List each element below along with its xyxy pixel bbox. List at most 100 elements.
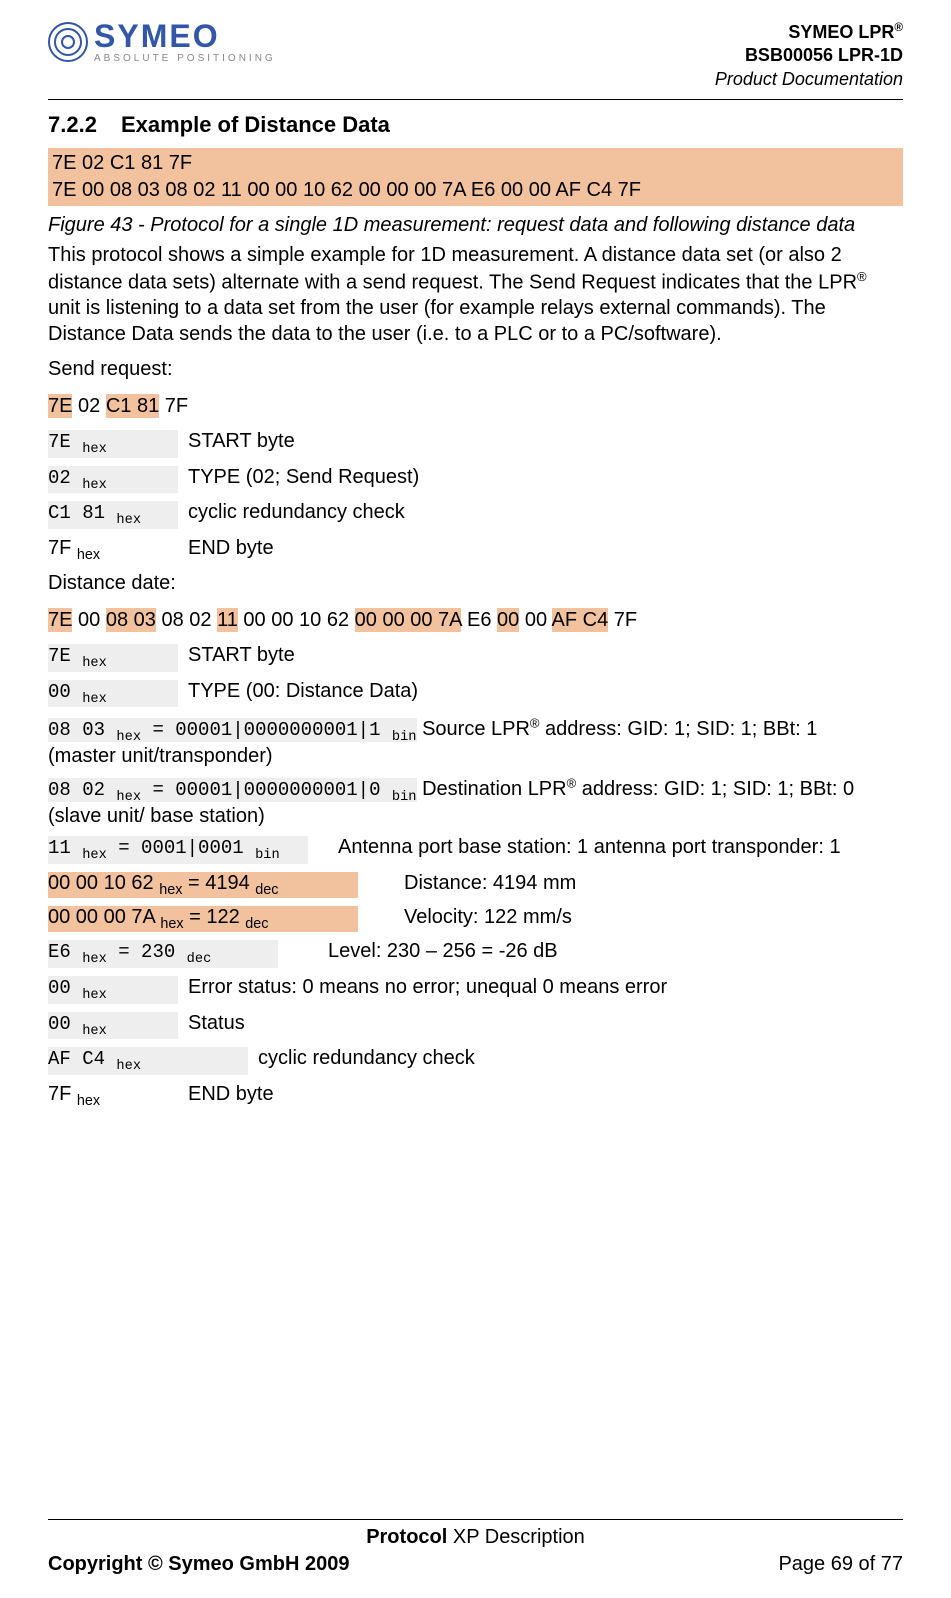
def-desc: Destination LPR® address: GID: 1; SID: 1…: [417, 778, 855, 800]
code-value: 00 hex: [48, 1012, 178, 1040]
def-antenna: 11 hex = 0001|0001 bin Antenna port base…: [48, 836, 903, 864]
def-dest-addr: 08 02 hex = 00001|0000000001|0 bin Desti…: [48, 776, 903, 828]
section-heading: 7.2.2 Example of Distance Data: [48, 112, 903, 138]
figure-caption: Figure 43 - Protocol for a single 1D mea…: [48, 214, 903, 237]
logo: SYMEO ABSOLUTE POSITIONING: [48, 20, 276, 64]
code-value: 00 00 10 62 hex = 4194 dec: [48, 872, 358, 898]
paragraph-1: This protocol shows a simple example for…: [48, 243, 903, 347]
code-value: 00 00 00 7A hex = 122 dec: [48, 906, 358, 932]
code-value: 7E hex: [48, 430, 178, 458]
hex-segment: AF C4: [552, 608, 609, 632]
hex-segment: [519, 608, 525, 632]
para1-a: This protocol shows a simple example for…: [48, 244, 857, 293]
def-type: 00 hex TYPE (00: Distance Data): [48, 680, 903, 708]
hex-segment: [100, 608, 106, 632]
code-value: E6 hex = 230 dec: [48, 940, 278, 968]
def-distance: 00 00 10 62 hex = 4194 dec Distance: 419…: [48, 872, 903, 898]
def-desc: TYPE (02; Send Request): [188, 466, 419, 489]
hex-segment: 7F: [165, 394, 188, 418]
def-desc: START byte: [188, 430, 295, 453]
def-desc: Velocity: 122 mm/s: [404, 906, 572, 929]
hex-segment: 08 02: [161, 608, 211, 632]
hex-segment: 7E: [48, 608, 72, 632]
def-note: (master unit/transponder): [48, 745, 903, 768]
code-value: 02 hex: [48, 466, 178, 494]
def-desc: START byte: [188, 644, 295, 667]
def-desc: cyclic redundancy check: [258, 1047, 475, 1070]
def-desc: Source LPR® address: GID: 1; SID: 1; BBt…: [417, 718, 818, 740]
header-line1: SYMEO LPR: [788, 22, 894, 42]
hex-segment: 7E: [48, 394, 72, 418]
def-row: 02 hex TYPE (02; Send Request): [48, 466, 903, 494]
para1-b: unit is listening to a data set from the…: [48, 297, 826, 345]
code-value: 11 hex = 0001|0001 bin: [48, 836, 308, 864]
logo-subtext: ABSOLUTE POSITIONING: [94, 54, 276, 64]
def-level: E6 hex = 230 dec Level: 230 – 256 = -26 …: [48, 940, 903, 968]
hex-header-block: 7E 02 C1 81 7F 7E 00 08 03 08 02 11 00 0…: [48, 148, 903, 206]
hex-segment: 00 00 00 7A: [355, 608, 462, 632]
def-end-byte: 7F hex END byte: [48, 1083, 903, 1109]
hex-segment: [608, 608, 614, 632]
def-desc: TYPE (00: Distance Data): [188, 680, 418, 703]
def-error: 00 hex Error status: 0 means no error; u…: [48, 976, 903, 1004]
hex-segment: 00: [78, 608, 100, 632]
def-crc: AF C4 hex cyclic redundancy check: [48, 1047, 903, 1075]
header-right: SYMEO LPR® BSB00056 LPR-1D Product Docum…: [715, 20, 903, 91]
hex-segment: [349, 608, 355, 632]
code-value: 00 hex: [48, 976, 178, 1004]
def-desc: Error status: 0 means no error; unequal …: [188, 976, 667, 999]
hex-segment: 02: [78, 394, 100, 418]
code-value: 00 hex: [48, 680, 178, 708]
footer-copyright: Copyright © Symeo GmbH 2009: [48, 1553, 349, 1576]
footer-divider: [48, 1519, 903, 1520]
def-row: 7E hex START byte: [48, 430, 903, 458]
code-value: 08 03 hex = 00001|0000000001|1 bin: [48, 718, 417, 742]
hex-header-line1: 7E 02 C1 81 7F: [52, 150, 899, 177]
header-line3: Product Documentation: [715, 68, 903, 91]
hex-header-line2: 7E 00 08 03 08 02 11 00 00 10 62 00 00 0…: [52, 177, 899, 204]
page-footer: Protocol XP Description Copyright © Syme…: [48, 1519, 903, 1576]
code-value: 7E hex: [48, 644, 178, 672]
def-desc: Status: [188, 1012, 245, 1035]
def-velocity: 00 00 00 7A hex = 122 dec Velocity: 122 …: [48, 906, 903, 932]
header-divider: [48, 99, 903, 100]
code-value: C1 81 hex: [48, 501, 178, 529]
hex-segment: E6: [467, 608, 491, 632]
footer-page-number: Page 69 of 77: [778, 1553, 903, 1576]
def-start-byte: 7E hex START byte: [48, 644, 903, 672]
def-desc: Level: 230 – 256 = -26 dB: [328, 940, 558, 963]
hex-segment: 00 00 10 62: [243, 608, 349, 632]
code-value: AF C4 hex: [48, 1047, 248, 1075]
def-desc: END byte: [188, 1083, 274, 1106]
def-status: 00 hex Status: [48, 1012, 903, 1040]
footer-center: Protocol XP Description: [48, 1526, 903, 1549]
def-desc: Distance: 4194 mm: [404, 872, 576, 895]
hex-segment: [547, 608, 551, 632]
section-title: Example of Distance Data: [121, 112, 390, 138]
header-line2: BSB00056 LPR-1D: [715, 44, 903, 67]
hex-segment: 00: [525, 608, 547, 632]
code-value: 08 02 hex = 00001|0000000001|0 bin: [48, 778, 417, 802]
def-row: 7F hex END byte: [48, 537, 903, 563]
hex-segment: C1 81: [106, 394, 159, 418]
send-request-label: Send request:: [48, 357, 903, 383]
code-value: 7F hex: [48, 537, 178, 563]
distance-date-label: Distance date:: [48, 571, 903, 597]
hex-segment: [100, 394, 106, 418]
def-desc: cyclic redundancy check: [188, 501, 405, 524]
hex-segment: 7F: [614, 608, 637, 632]
page-header: SYMEO ABSOLUTE POSITIONING SYMEO LPR® BS…: [48, 20, 903, 91]
def-desc: END byte: [188, 537, 274, 560]
distance-hexline: 7E 00 08 03 08 02 11 00 00 10 62 00 00 0…: [48, 607, 903, 634]
code-value: 7F hex: [48, 1083, 178, 1109]
def-note: (slave unit/ base station): [48, 805, 903, 828]
section-number: 7.2.2: [48, 112, 97, 138]
def-row: C1 81 hex cyclic redundancy check: [48, 501, 903, 529]
logo-text: SYMEO: [94, 20, 276, 52]
hex-segment: 08 03: [106, 608, 156, 632]
logo-icon: [48, 22, 88, 62]
reg-mark: ®: [894, 21, 903, 34]
reg-mark: ®: [857, 269, 867, 284]
hex-segment: 00: [497, 608, 519, 632]
def-source-addr: 08 03 hex = 00001|0000000001|1 bin Sourc…: [48, 715, 903, 767]
